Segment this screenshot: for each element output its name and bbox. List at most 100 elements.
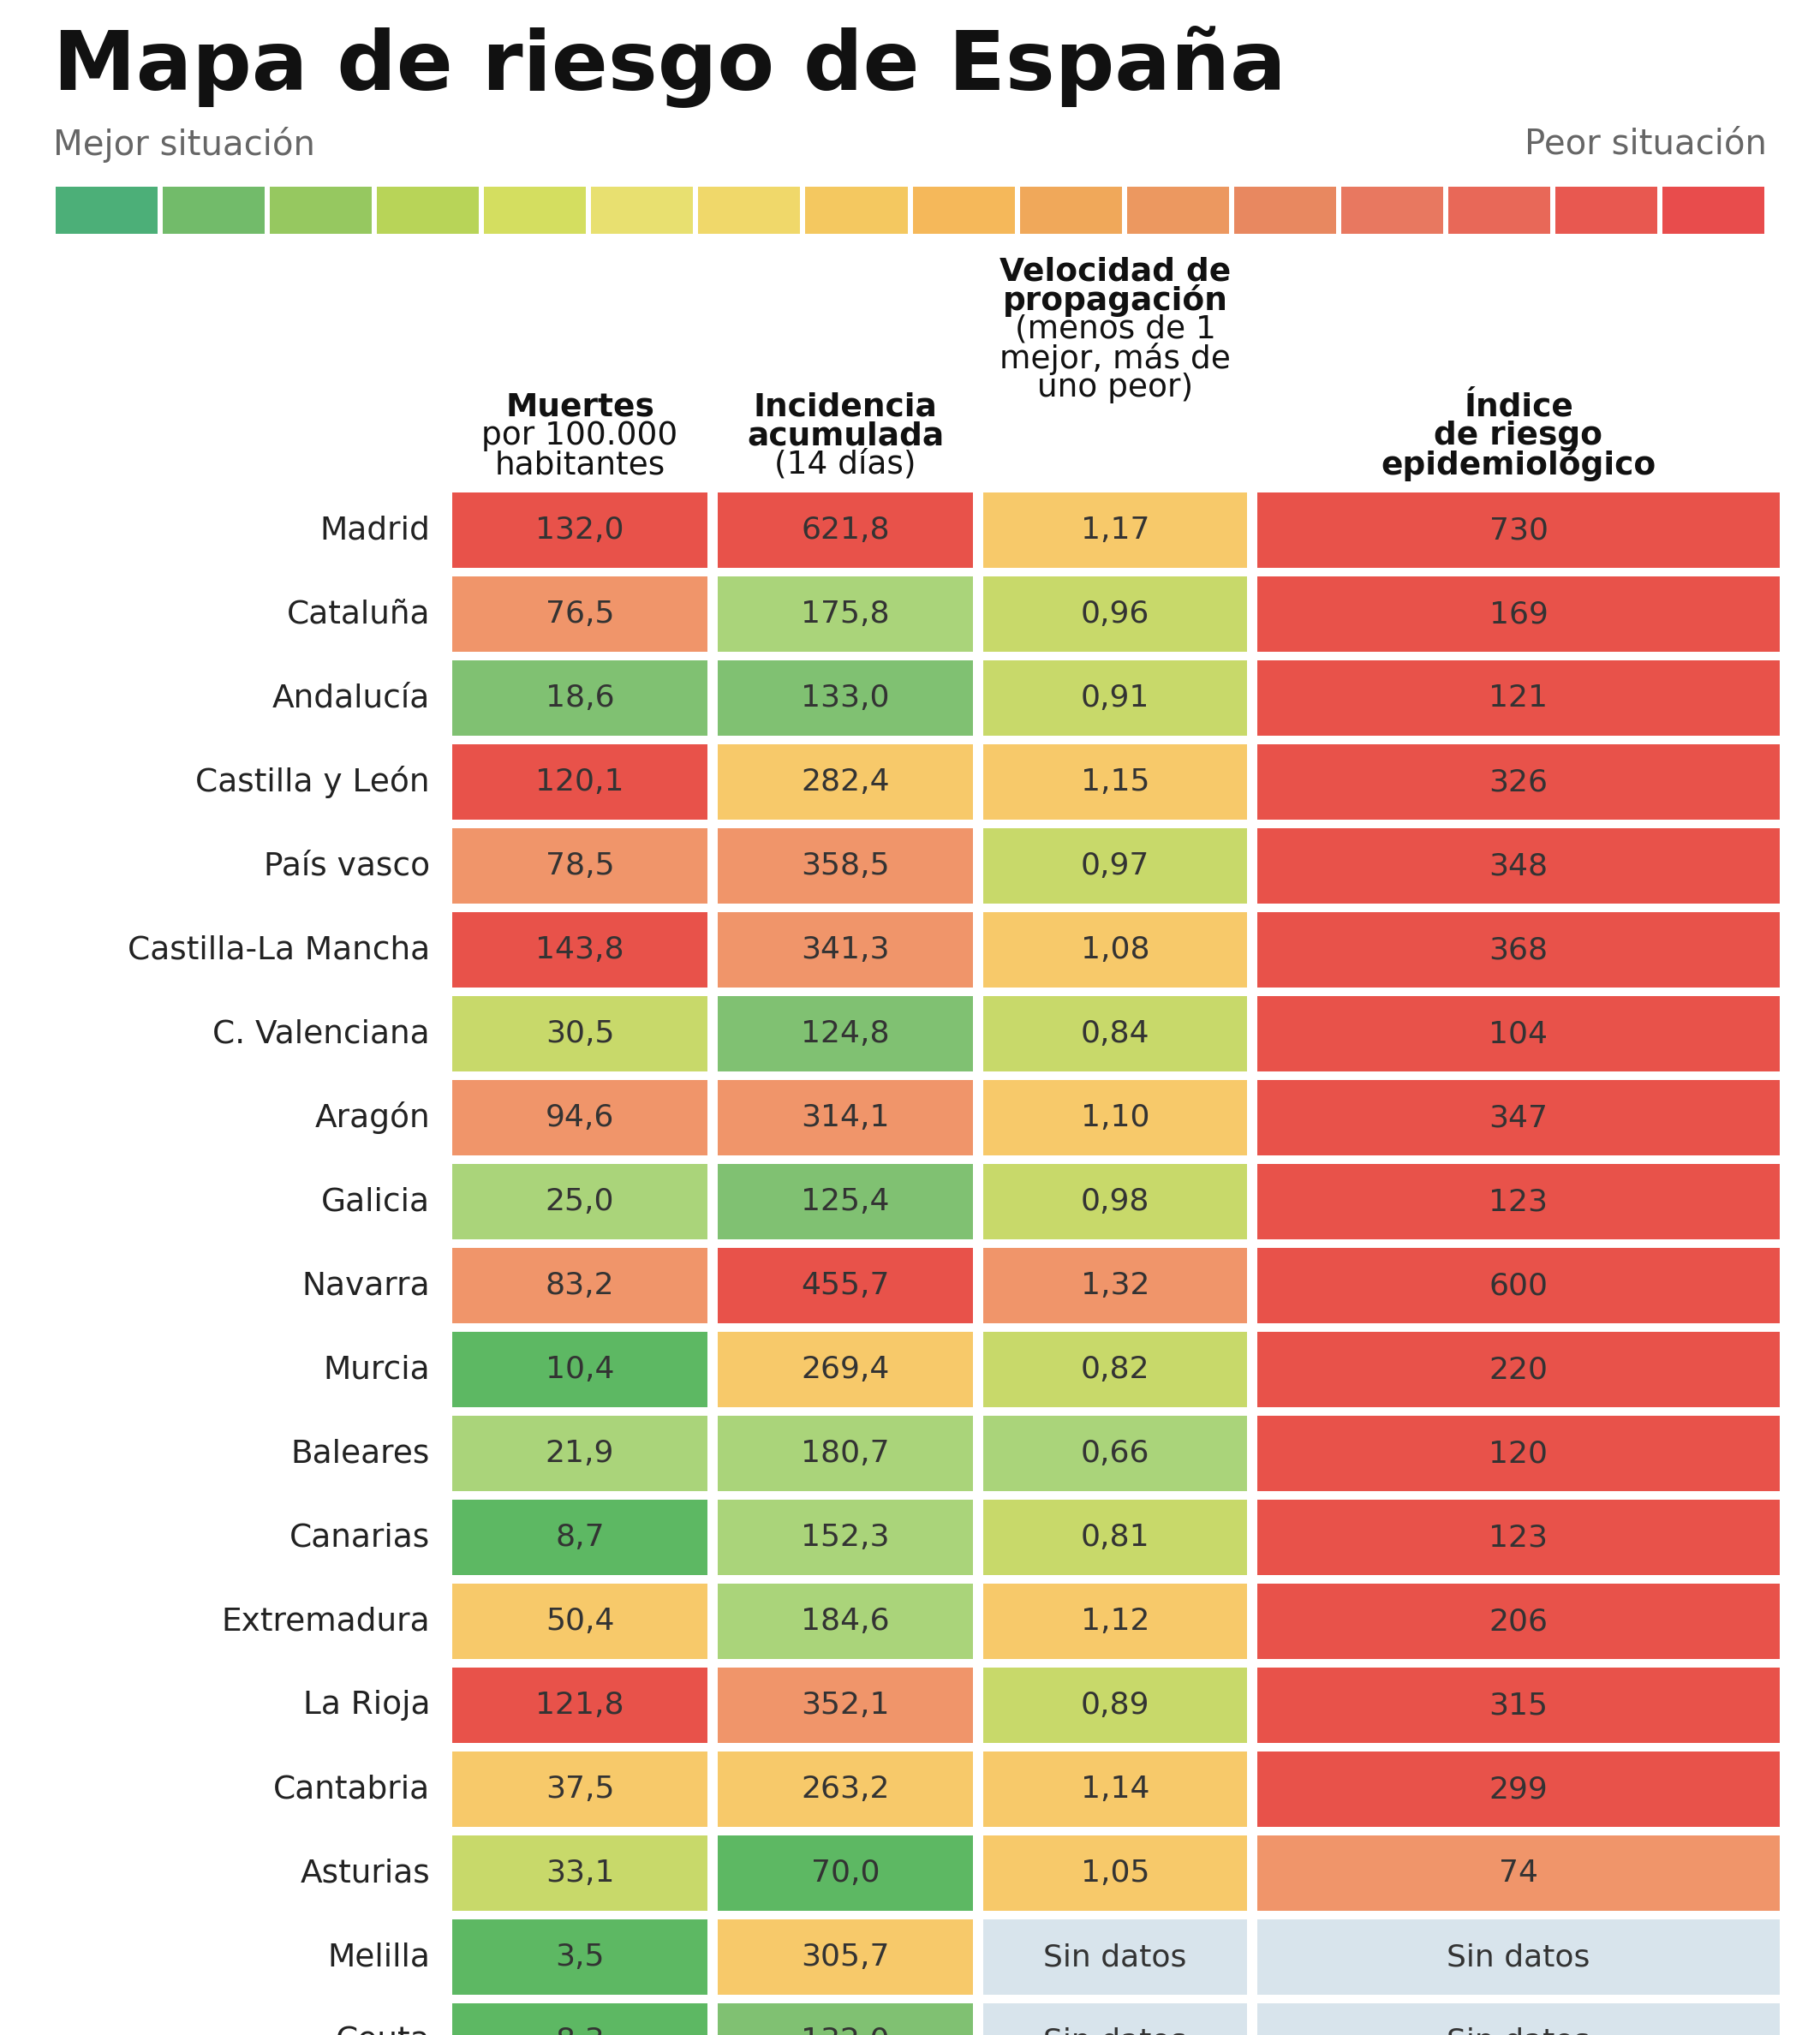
Text: Cataluña: Cataluña (286, 598, 430, 629)
Text: (14 días): (14 días) (775, 450, 915, 480)
Bar (451, 576, 708, 651)
Text: 8,3: 8,3 (555, 2027, 604, 2035)
Bar (717, 659, 974, 737)
Bar (451, 1500, 708, 1575)
Text: 299: 299 (1489, 1775, 1549, 1803)
Bar (983, 1836, 1247, 1911)
Bar (1258, 912, 1780, 987)
Text: 352,1: 352,1 (801, 1691, 890, 1720)
Text: 1,15: 1,15 (1081, 767, 1150, 796)
Text: Ceuta: Ceuta (335, 2025, 430, 2035)
Text: 347: 347 (1489, 1103, 1549, 1131)
Text: Madrid: Madrid (320, 515, 430, 545)
Bar (717, 1667, 974, 1742)
Text: 180,7: 180,7 (801, 1439, 890, 1467)
Text: Sin datos: Sin datos (1447, 2027, 1591, 2035)
Bar (983, 745, 1247, 820)
Text: 121: 121 (1489, 684, 1549, 712)
Bar (806, 187, 908, 234)
Bar (717, 492, 974, 568)
Bar (983, 1247, 1247, 1323)
Text: 8,7: 8,7 (555, 1522, 604, 1553)
Text: 123: 123 (1489, 1186, 1549, 1217)
Bar (451, 995, 708, 1072)
Bar (1258, 1164, 1780, 1239)
Text: 132,0: 132,0 (801, 2027, 890, 2035)
Bar (1258, 1752, 1780, 1827)
Text: 315: 315 (1489, 1691, 1549, 1720)
Bar (983, 1500, 1247, 1575)
Text: 74: 74 (1500, 1858, 1538, 1888)
Bar (717, 2002, 974, 2035)
Text: 326: 326 (1489, 767, 1549, 796)
Text: Índice: Índice (1463, 391, 1572, 421)
Text: 1,08: 1,08 (1081, 936, 1150, 965)
Bar (162, 187, 264, 234)
Bar (983, 1919, 1247, 1994)
Text: 1,10: 1,10 (1081, 1103, 1150, 1131)
Text: 143,8: 143,8 (535, 936, 624, 965)
Bar (983, 828, 1247, 904)
Text: 37,5: 37,5 (546, 1775, 615, 1803)
Bar (1258, 2002, 1780, 2035)
Text: por 100.000: por 100.000 (482, 421, 679, 452)
Bar (1258, 1836, 1780, 1911)
Bar (451, 1331, 708, 1406)
Text: 184,6: 184,6 (801, 1608, 890, 1636)
Bar (269, 187, 371, 234)
Text: 0,66: 0,66 (1081, 1439, 1150, 1467)
Bar (1258, 995, 1780, 1072)
Text: Sin datos: Sin datos (1043, 2027, 1187, 2035)
Text: mejor, más de: mejor, más de (999, 342, 1230, 374)
Text: 120,1: 120,1 (535, 767, 624, 796)
Text: 621,8: 621,8 (801, 515, 890, 545)
Text: Sin datos: Sin datos (1447, 1943, 1591, 1972)
Bar (451, 1416, 708, 1492)
Bar (983, 1164, 1247, 1239)
Bar (983, 659, 1247, 737)
Bar (717, 1247, 974, 1323)
Bar (717, 576, 974, 651)
Text: 314,1: 314,1 (801, 1103, 890, 1131)
Text: (menos de 1: (menos de 1 (1014, 313, 1216, 346)
Bar (983, 1752, 1247, 1827)
Text: 0,81: 0,81 (1081, 1522, 1150, 1553)
Text: 1,12: 1,12 (1081, 1608, 1150, 1636)
Bar (1258, 1667, 1780, 1742)
Text: 455,7: 455,7 (801, 1272, 890, 1300)
Text: País vasco: País vasco (264, 851, 430, 881)
Text: 348: 348 (1489, 851, 1549, 881)
Text: 206: 206 (1489, 1608, 1549, 1636)
Text: Aragón: Aragón (315, 1101, 430, 1133)
Text: 0,98: 0,98 (1081, 1186, 1150, 1217)
Bar (56, 187, 158, 234)
Text: 18,6: 18,6 (546, 684, 615, 712)
Bar (451, 1752, 708, 1827)
Bar (451, 745, 708, 820)
Bar (451, 659, 708, 737)
Text: 175,8: 175,8 (801, 600, 890, 629)
Text: 33,1: 33,1 (546, 1858, 615, 1888)
Text: Baleares: Baleares (291, 1439, 430, 1469)
Text: 125,4: 125,4 (801, 1186, 890, 1217)
Text: Sin datos: Sin datos (1043, 1943, 1187, 1972)
Text: 263,2: 263,2 (801, 1775, 890, 1803)
Bar (451, 1836, 708, 1911)
Text: Mapa de riesgo de España: Mapa de riesgo de España (53, 26, 1287, 108)
Text: 78,5: 78,5 (546, 851, 615, 881)
Text: Velocidad de: Velocidad de (999, 256, 1230, 287)
Bar (1258, 1500, 1780, 1575)
Text: uno peor): uno peor) (1037, 372, 1194, 403)
Bar (1341, 187, 1443, 234)
Bar (717, 828, 974, 904)
Text: Peor situación: Peor situación (1525, 126, 1767, 161)
Bar (451, 1583, 708, 1659)
Bar (1258, 828, 1780, 904)
Text: 104: 104 (1489, 1020, 1549, 1048)
Bar (451, 2002, 708, 2035)
Text: 0,91: 0,91 (1081, 684, 1150, 712)
Bar (717, 1331, 974, 1406)
Text: 94,6: 94,6 (546, 1103, 615, 1131)
Bar (717, 745, 974, 820)
Text: Mejor situación: Mejor situación (53, 126, 315, 163)
